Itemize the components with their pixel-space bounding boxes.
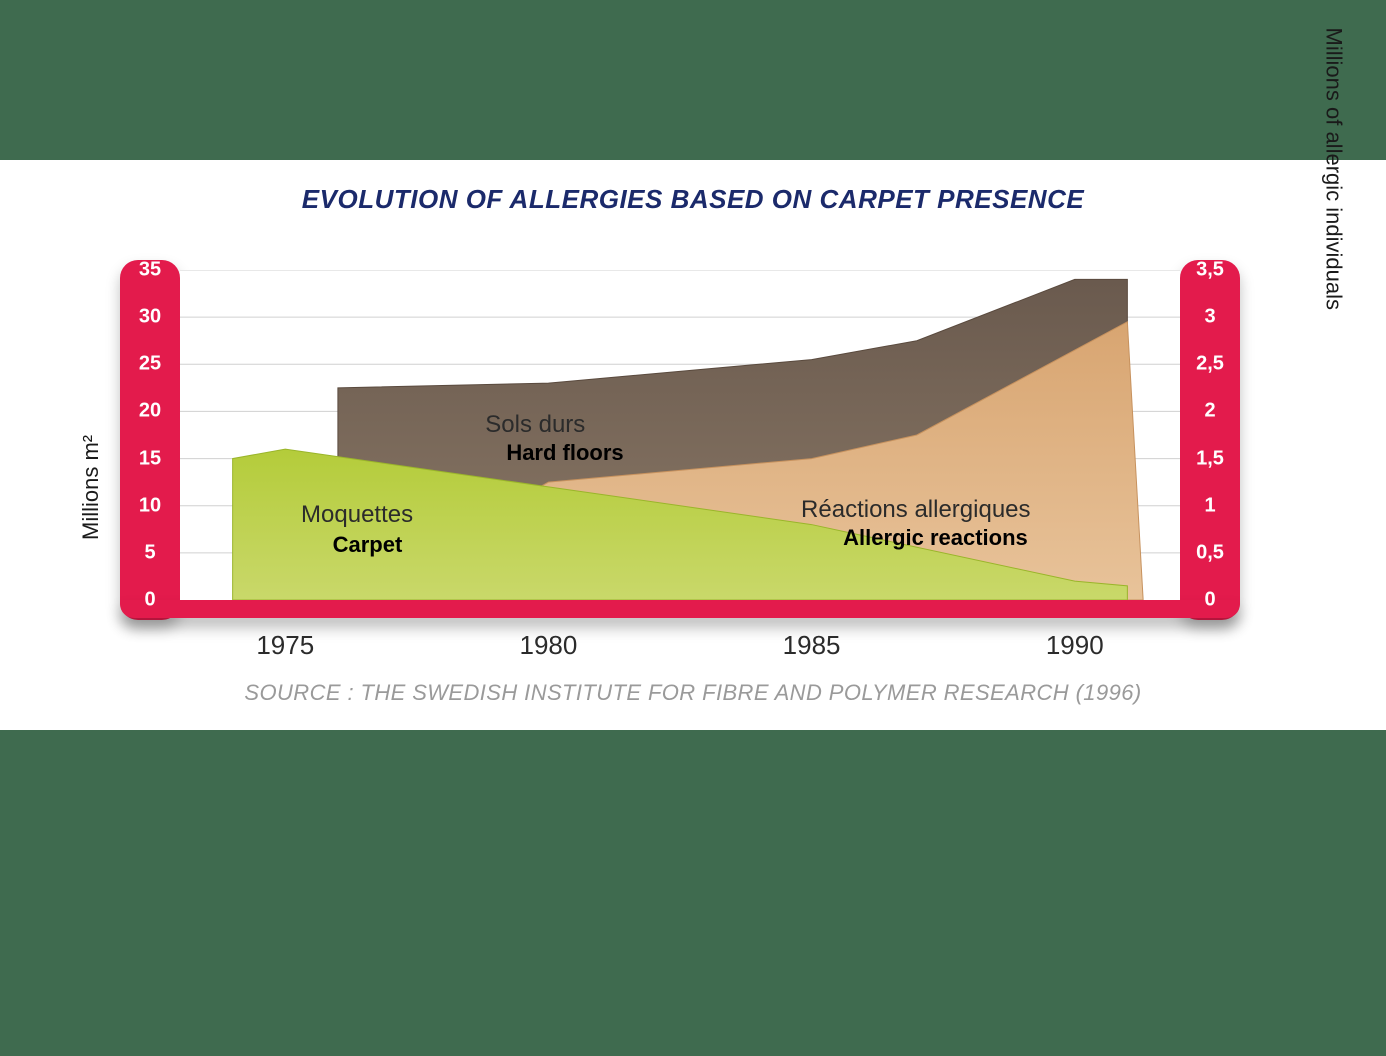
series-label-carpet-fr: Moquettes <box>301 501 413 529</box>
y-right-tick: 3,5 <box>1180 259 1240 282</box>
y-left-tick: 10 <box>120 494 180 517</box>
y-right-tick: 0,5 <box>1180 541 1240 564</box>
y-right-tick: 3 <box>1180 306 1240 329</box>
y-right-tick: 2,5 <box>1180 353 1240 376</box>
plot-area <box>180 270 1180 600</box>
page-root: EVOLUTION OF ALLERGIES BASED ON CARPET P… <box>0 0 1386 1056</box>
y-left-tick: 30 <box>120 306 180 329</box>
y-right-tick: 2 <box>1180 400 1240 423</box>
y-left-tick: 5 <box>120 541 180 564</box>
y-left-tick: 15 <box>120 447 180 470</box>
x-tick: 1980 <box>519 630 577 661</box>
x-tick: 1975 <box>256 630 314 661</box>
y-right-tick: 1,5 <box>1180 447 1240 470</box>
chart-svg <box>180 270 1180 600</box>
chart-wrap: 0510152025303500,511,522,533,51975198019… <box>120 270 1240 660</box>
chart-panel: EVOLUTION OF ALLERGIES BASED ON CARPET P… <box>0 160 1386 730</box>
series-label-hard-floors-fr: Sols durs <box>485 411 585 439</box>
chart-source: SOURCE : THE SWEDISH INSTITUTE FOR FIBRE… <box>0 680 1386 706</box>
x-tick: 1990 <box>1046 630 1104 661</box>
top-band <box>0 0 1386 160</box>
series-label-allergic-reactions-fr: Réactions allergiques <box>801 496 1030 524</box>
y-left-tick: 0 <box>120 589 180 612</box>
chart-title: EVOLUTION OF ALLERGIES BASED ON CARPET P… <box>0 184 1386 215</box>
x-tick: 1985 <box>783 630 841 661</box>
x-axis-bottom-bar <box>120 600 1240 618</box>
y-axis-left-label: Millions m² <box>78 435 104 540</box>
y-left-tick: 35 <box>120 259 180 282</box>
series-label-carpet-en: Carpet <box>333 532 403 558</box>
series-label-allergic-reactions-en: Allergic reactions <box>843 525 1028 551</box>
y-left-tick: 25 <box>120 353 180 376</box>
y-right-tick: 0 <box>1180 589 1240 612</box>
series-label-hard-floors-en: Hard floors <box>506 440 623 466</box>
y-axis-right-label: Millions of allergic individuals <box>1320 28 1346 310</box>
y-right-tick: 1 <box>1180 494 1240 517</box>
y-left-tick: 20 <box>120 400 180 423</box>
bottom-band <box>0 730 1386 1056</box>
